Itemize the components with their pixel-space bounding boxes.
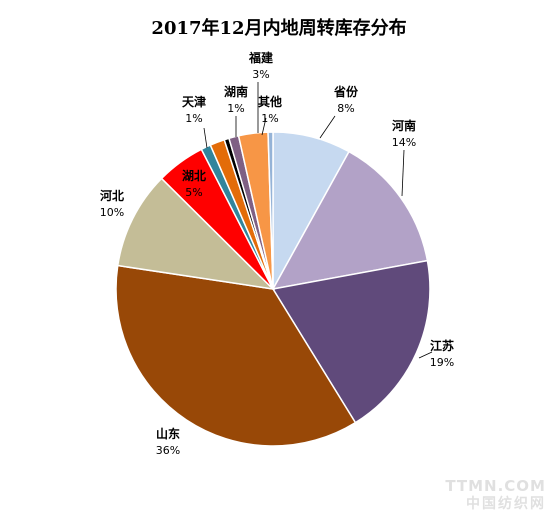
- leader-line-省份: [319, 115, 336, 139]
- slice-value-江苏: 19%: [430, 356, 454, 369]
- slice-label-天津: 天津: [182, 94, 206, 109]
- slice-value-省份: 8%: [337, 102, 354, 115]
- leader-line-其他: [261, 117, 267, 136]
- leader-line-江苏: [418, 351, 433, 359]
- slice-value-河北: 10%: [100, 206, 124, 219]
- slice-label-省份: 省份: [333, 84, 359, 99]
- leader-line-天津: [203, 127, 208, 149]
- slice-value-湖北: 5%: [185, 186, 202, 199]
- pie-slice-江苏: [271, 259, 431, 424]
- slice-label-江苏: 江苏: [430, 338, 454, 353]
- slice-value-其他: 1%: [261, 112, 278, 125]
- pie-slice-山东: [115, 264, 357, 447]
- slice-label-山东: 山东: [156, 426, 180, 441]
- chart-title: 2017年12月内地周转库存分布: [151, 18, 407, 39]
- leader-line-河南: [401, 149, 405, 197]
- pie-slice-河南: [271, 150, 429, 291]
- slice-label-湖北: 湖北: [182, 168, 206, 183]
- slice-value-天津: 1%: [185, 112, 202, 125]
- slice-value-山东: 36%: [156, 444, 180, 457]
- pie-slice-unlabeled-11: [267, 131, 274, 290]
- slice-value-河南: 14%: [392, 136, 416, 149]
- slice-label-福建: 福建: [248, 50, 274, 65]
- slice-value-湖南: 1%: [227, 102, 244, 115]
- slice-label-河南: 河南: [391, 118, 416, 133]
- watermark-name: 中国纺织网: [466, 496, 546, 512]
- pie-slice-河北: [116, 177, 276, 291]
- slice-label-湖南: 湖南: [224, 84, 248, 99]
- slice-value-福建: 3%: [252, 68, 269, 81]
- slice-label-其他: 其他: [258, 94, 282, 109]
- watermark-site: TTMN.COM: [445, 477, 546, 495]
- slice-label-河北: 河北: [99, 188, 124, 203]
